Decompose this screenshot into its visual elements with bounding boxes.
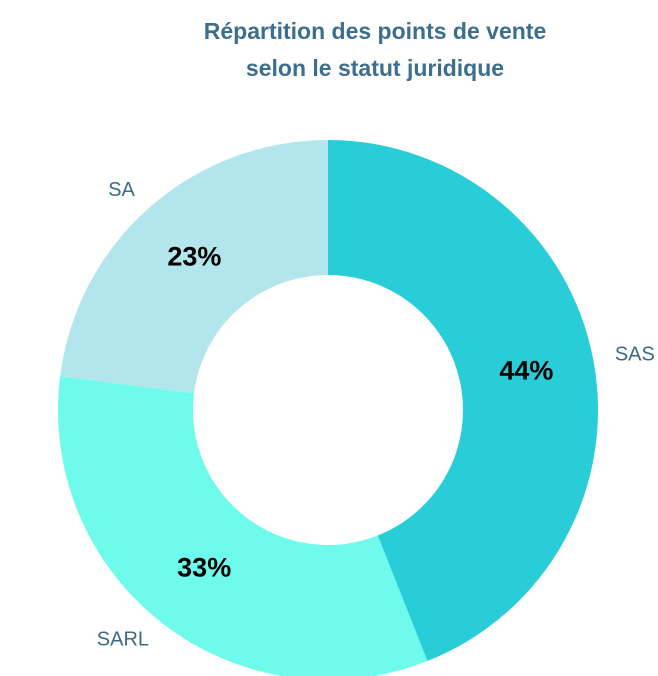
data-label: 44% [499,355,553,385]
category-label: SARL [97,628,149,650]
donut-slice [58,376,428,676]
donut-slice [328,140,599,662]
donut-slice [60,140,329,394]
category-label: SAS [615,344,655,366]
chart-title: selon le statut juridique [246,55,504,81]
chart-title: Répartition des points de vente [204,18,547,44]
data-label: 23% [167,242,221,272]
category-label: SA [108,179,135,201]
data-label: 33% [177,553,231,583]
